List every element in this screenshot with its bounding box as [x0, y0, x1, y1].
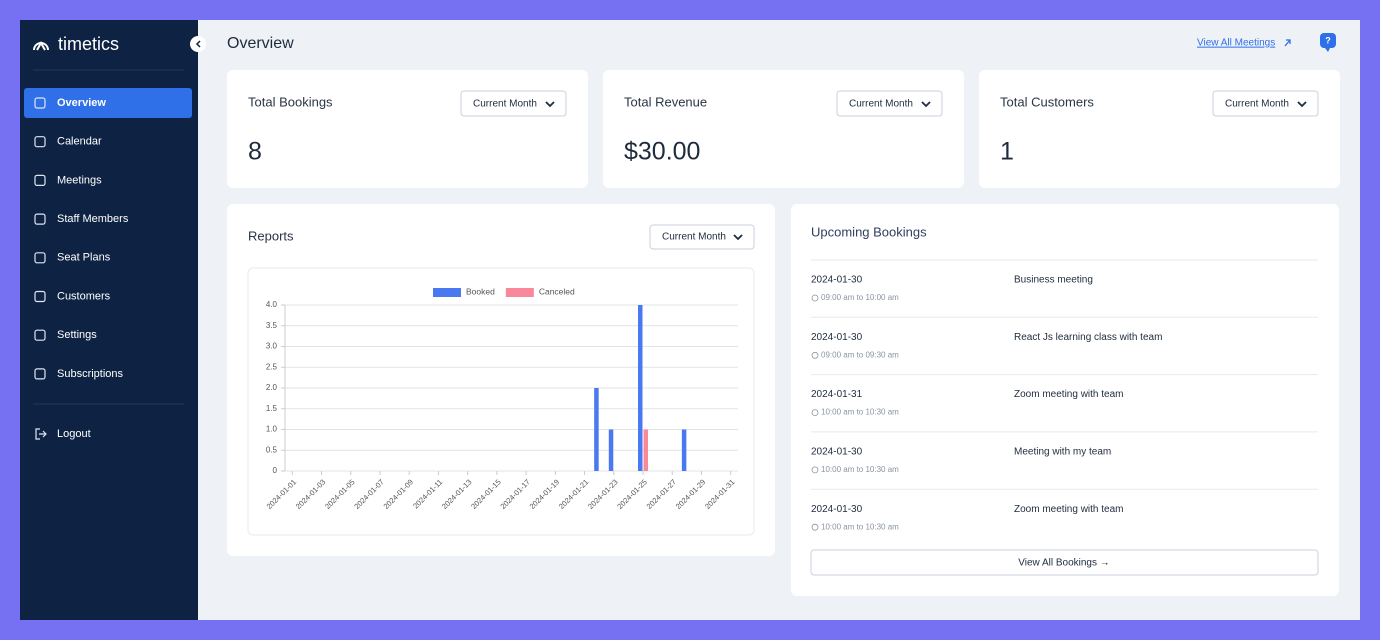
booking-title[interactable]: Meeting with my team — [1014, 447, 1111, 458]
view-all-bookings-button[interactable] — [810, 549, 1319, 576]
filter-label: Current Month — [1225, 99, 1289, 110]
booking-time: 10:00 am to 10:30 am — [821, 465, 899, 474]
filter-dropdown[interactable] — [1212, 90, 1319, 117]
booking-time: 09:00 am to 09:30 am — [821, 350, 899, 359]
stat-label: Total Bookings — [248, 94, 333, 109]
bar — [594, 388, 599, 471]
clock-icon — [811, 409, 819, 417]
legend-label: Booked — [466, 286, 495, 296]
legend-label: Canceled — [539, 286, 575, 296]
nav-item[interactable]: Calendar — [57, 136, 102, 148]
nav-icon — [34, 97, 46, 109]
booking-date: 2024-01-30 — [811, 332, 863, 343]
nav-active-bg — [24, 88, 192, 118]
nav-icon — [34, 174, 46, 186]
bar — [643, 429, 649, 471]
booking-title[interactable]: Zoom meeting with team — [1014, 389, 1124, 400]
clock-icon — [811, 294, 819, 302]
booking-date: 2024-01-30 — [811, 447, 863, 458]
nav-icon — [34, 290, 46, 303]
filter-label: Current Month — [662, 232, 726, 243]
brand-name: timetics — [58, 34, 119, 54]
y-tick-label: 2.5 — [266, 362, 278, 371]
reports-title: Reports — [248, 228, 294, 243]
booking-time: 10:00 am to 10:30 am — [821, 522, 899, 531]
help-button[interactable] — [1320, 33, 1336, 48]
bar — [608, 429, 614, 471]
filter-dropdown[interactable] — [836, 90, 943, 117]
clock-icon — [811, 351, 819, 359]
stat-card — [979, 70, 1340, 188]
booking-title[interactable]: Business meeting — [1014, 275, 1093, 286]
button-label: View All Bookings → — [1018, 558, 1110, 569]
chevron-icon — [1297, 101, 1307, 108]
upcoming-card — [791, 204, 1339, 596]
logout-icon — [35, 428, 47, 440]
nav-icon — [34, 329, 46, 341]
y-tick-label: 4.0 — [266, 300, 278, 309]
y-tick-label: 1.5 — [266, 404, 278, 413]
nav-item[interactable]: Overview — [57, 97, 106, 109]
stat-value: $30.00 — [624, 138, 700, 166]
y-tick-label: 2.0 — [266, 383, 278, 392]
nav-item[interactable]: Meetings — [57, 174, 102, 186]
page-title: Overview — [227, 35, 294, 52]
external-icon — [1284, 39, 1291, 47]
chevron-icon — [545, 101, 555, 108]
sidebar — [20, 20, 198, 620]
chart-box — [247, 267, 755, 536]
help-tail — [1325, 48, 1330, 52]
filter-dropdown[interactable] — [649, 224, 755, 250]
stat-card — [603, 70, 964, 188]
filter-label: Current Month — [473, 99, 537, 110]
nav-item[interactable]: Logout — [57, 428, 91, 440]
stat-value: 1 — [1000, 138, 1014, 166]
filter-dropdown[interactable] — [460, 90, 567, 117]
nav-item[interactable]: Subscriptions — [57, 368, 124, 380]
chevron-icon — [921, 101, 931, 108]
booking-date: 2024-01-30 — [811, 275, 863, 286]
booking-title[interactable]: Zoom meeting with team — [1014, 504, 1124, 515]
nav-icon — [34, 136, 46, 148]
y-tick-label: 0 — [273, 466, 278, 475]
stat-card — [227, 70, 588, 188]
clock-icon — [811, 523, 819, 531]
stat-label: Total Customers — [1000, 94, 1094, 109]
nav-icon — [34, 368, 46, 380]
booking-time: 09:00 am to 10:00 am — [821, 293, 899, 302]
y-tick-label: 3.5 — [266, 321, 278, 330]
upcoming-title: Upcoming Bookings — [811, 224, 927, 239]
filter-label: Current Month — [849, 99, 913, 110]
booking-date: 2024-01-30 — [811, 504, 863, 515]
booking-time: 10:00 am to 10:30 am — [821, 408, 899, 417]
y-tick-label: 3.0 — [266, 342, 278, 351]
bar — [681, 429, 687, 471]
y-tick-label: 0.5 — [266, 445, 278, 454]
nav-item[interactable]: Customers — [57, 290, 111, 302]
nav-icon — [34, 252, 46, 264]
nav-item[interactable]: Settings — [57, 329, 97, 341]
logo-icon — [33, 40, 49, 51]
stat-value: 8 — [248, 138, 262, 166]
booking-date: 2024-01-31 — [811, 389, 863, 400]
legend-swatch — [433, 288, 461, 297]
nav-item[interactable]: Staff Members — [57, 213, 129, 225]
nav-item[interactable]: Seat Plans — [57, 252, 111, 264]
stat-label: Total Revenue — [624, 94, 707, 109]
clock-icon — [811, 466, 819, 474]
help-label: ? — [1325, 35, 1331, 45]
bar — [638, 305, 643, 471]
legend-swatch — [505, 288, 534, 297]
nav-icon — [34, 213, 46, 225]
view-all-meetings-link[interactable]: View All Meetings — [1197, 38, 1275, 49]
collapse-icon — [195, 40, 201, 48]
y-tick-label: 1.0 — [266, 425, 278, 434]
booking-title[interactable]: React Js learning class with team — [1014, 332, 1162, 343]
chevron-icon — [733, 234, 743, 241]
